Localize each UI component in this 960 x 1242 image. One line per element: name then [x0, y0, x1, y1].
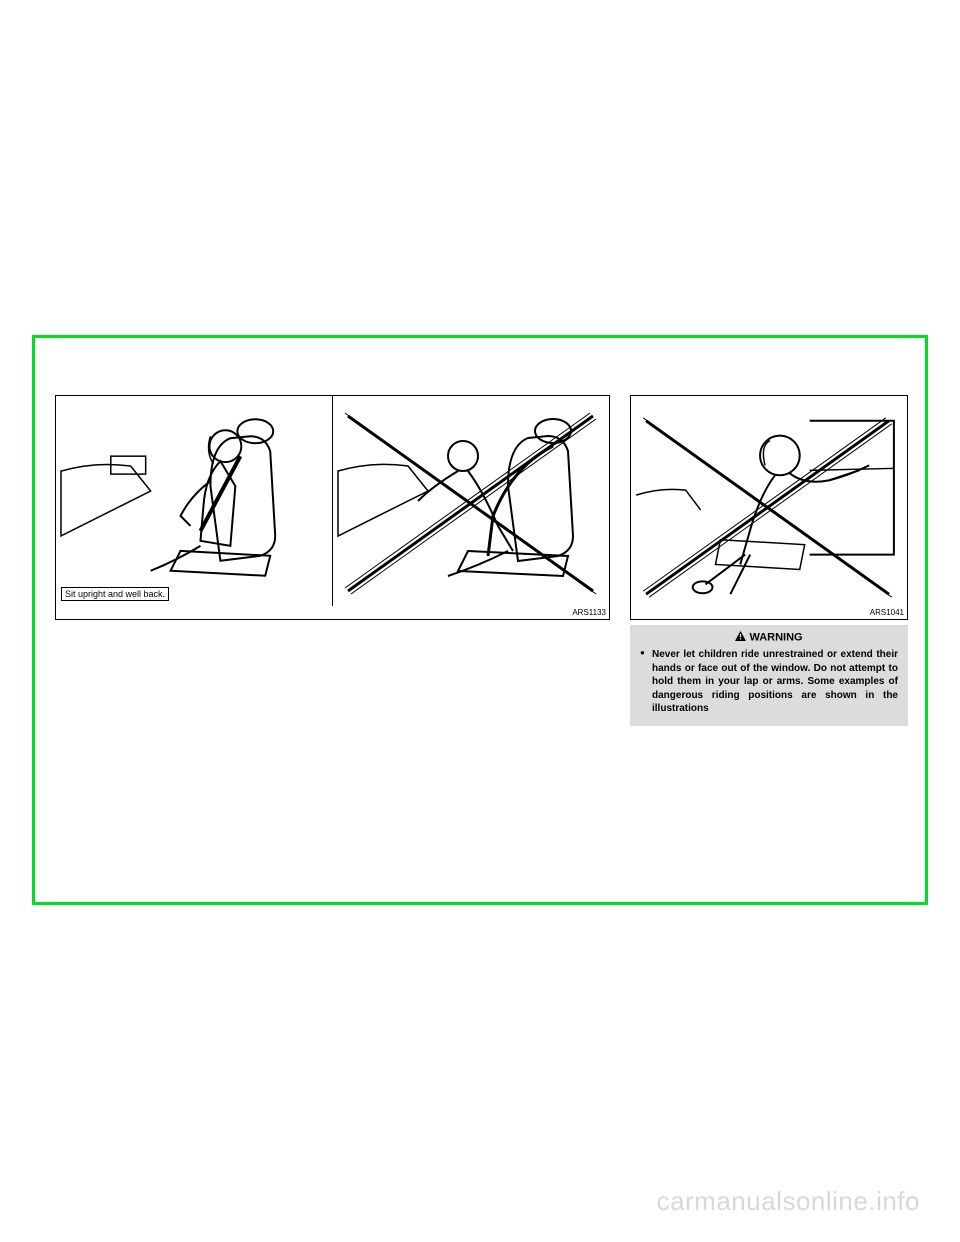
- figure-panel-incorrect: [333, 396, 611, 606]
- warning-label: WARNING: [749, 631, 802, 643]
- figure-child-window: ARS1041: [630, 395, 908, 620]
- warning-list: Never let children ride unrestrained or …: [640, 648, 898, 716]
- warning-triangle-icon: [735, 631, 746, 644]
- illustration-correct-posture: [56, 396, 332, 606]
- figure-code-left: ARS1133: [572, 608, 606, 617]
- caption-sit-upright: Sit upright and well back.: [61, 587, 169, 601]
- illustration-incorrect-posture: [333, 396, 611, 606]
- watermark: carmanualsonline.info: [657, 1186, 920, 1217]
- warning-header: WARNING: [640, 631, 898, 644]
- figure-panel-correct: Sit upright and well back.: [56, 396, 333, 606]
- figure-seatbelt-posture: Sit upright and well back.: [55, 395, 610, 620]
- figure-code-right: ARS1041: [870, 608, 904, 617]
- warning-item: Never let children ride unrestrained or …: [640, 648, 898, 716]
- illustration-child-window: [631, 396, 907, 619]
- warning-box: WARNING Never let children ride unrestra…: [630, 625, 908, 726]
